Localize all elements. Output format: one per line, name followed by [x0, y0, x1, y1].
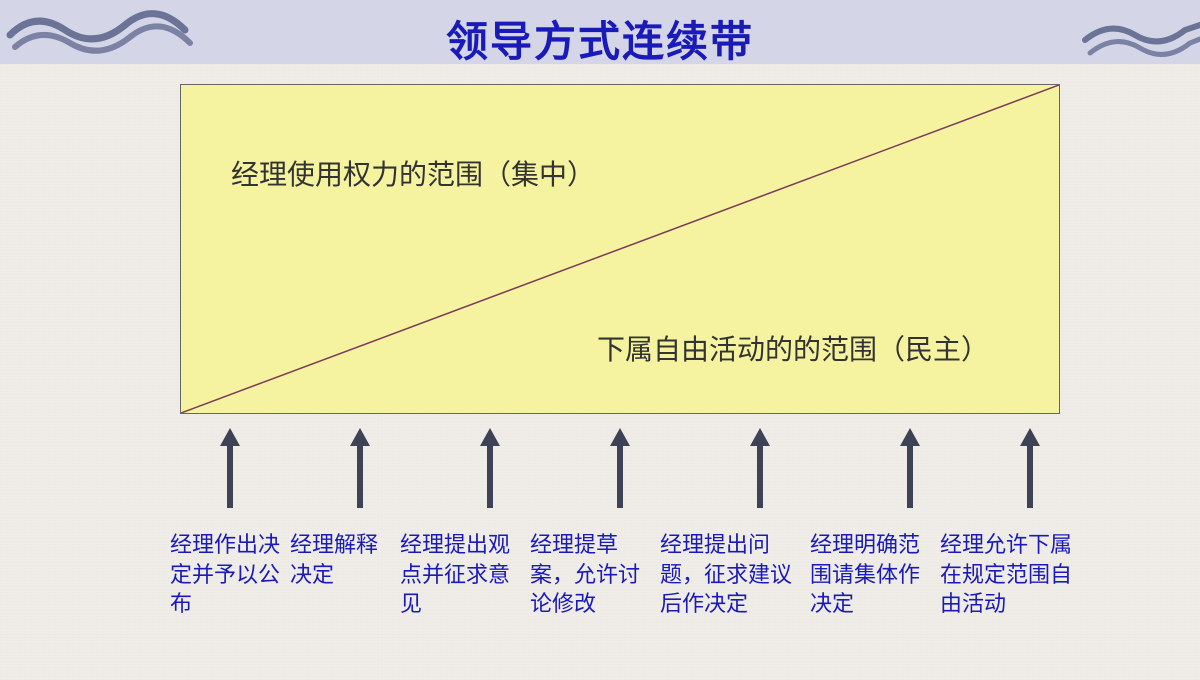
- arrow-5: [750, 428, 770, 508]
- subordinate-freedom-label: 下属自由活动的的范围（民主）: [597, 328, 989, 368]
- manager-power-label: 经理使用权力的范围（集中）: [231, 153, 595, 193]
- arrow-6: [900, 428, 920, 508]
- arrows-container: [180, 428, 1060, 518]
- style-label-3: 经理提出观点并征求意见: [398, 530, 528, 619]
- arrow-4: [610, 428, 630, 508]
- style-label-1: 经理作出决定并予以公布: [168, 530, 288, 619]
- arrow-2: [350, 428, 370, 508]
- style-label-6: 经理明确范围请集体作决定: [808, 530, 938, 619]
- style-label-4: 经理提草案，允许讨论修改: [528, 530, 658, 619]
- arrow-3: [480, 428, 500, 508]
- arrow-1: [220, 428, 240, 508]
- style-labels-row: 经理作出决定并予以公布 经理解释决定 经理提出观点并征求意见 经理提草案，允许讨…: [168, 530, 1088, 619]
- style-label-2: 经理解释决定: [288, 530, 398, 619]
- continuum-diagram: 经理使用权力的范围（集中） 下属自由活动的的范围（民主）: [180, 84, 1060, 414]
- style-label-5: 经理提出问题，征求建议后作决定: [658, 530, 808, 619]
- slide-title: 领导方式连续带: [0, 8, 1200, 69]
- style-label-7: 经理允许下属在规定范围自由活动: [938, 530, 1088, 619]
- arrow-7: [1020, 428, 1040, 508]
